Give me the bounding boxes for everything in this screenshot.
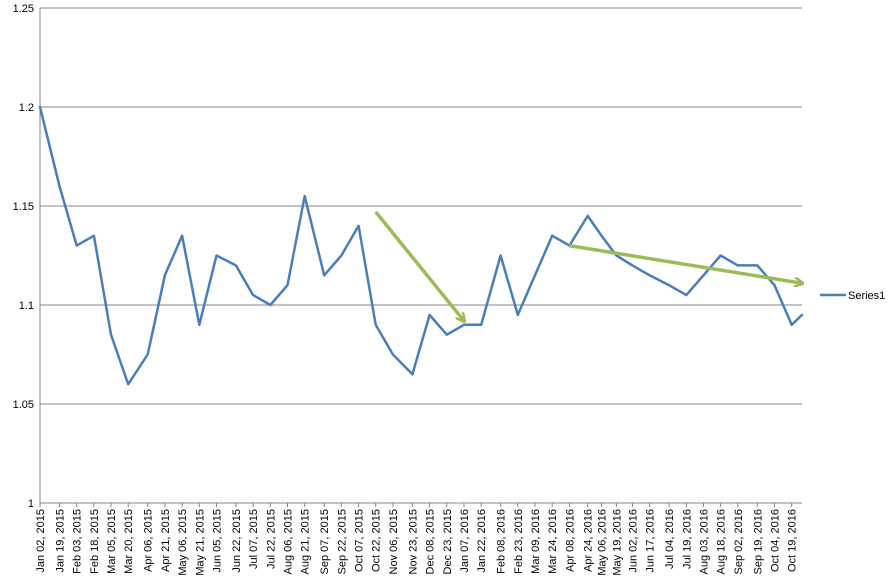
x-tick-label: Nov 23, 2015 — [407, 509, 419, 574]
x-tick-label: Jan 07, 2016 — [459, 509, 471, 573]
x-tick-label: Aug 21, 2015 — [300, 509, 312, 574]
x-tick-label: Mar 09, 2016 — [530, 509, 542, 574]
x-tick-label: Dec 23, 2015 — [442, 509, 454, 574]
x-tick-label: May 06, 2016 — [596, 509, 608, 576]
x-tick-label: Feb 23, 2016 — [513, 509, 525, 574]
x-tick-label: Feb 08, 2016 — [496, 509, 508, 574]
x-tick-label: May 06, 2015 — [177, 509, 189, 576]
x-tick-label: Jan 19, 2015 — [54, 509, 66, 573]
x-tick-label: May 21, 2015 — [194, 509, 206, 576]
x-tick-label: Jun 02, 2016 — [627, 509, 639, 573]
x-tick-label: Jan 02, 2015 — [35, 509, 47, 573]
x-tick-label: Oct 22, 2015 — [371, 509, 383, 572]
series-layer — [38, 105, 804, 386]
y-tick-label: 1 — [28, 498, 34, 510]
x-tick-label: Jun 05, 2015 — [211, 509, 223, 573]
x-tick-label: Sep 07, 2015 — [319, 509, 331, 574]
x-tick-label: Feb 18, 2015 — [89, 509, 101, 574]
x-tick-label: Oct 04, 2016 — [769, 509, 781, 572]
x-tick-label: Jul 04, 2016 — [664, 509, 676, 569]
x-tick-label: Feb 03, 2015 — [72, 509, 84, 574]
x-tick-label: Apr 21, 2015 — [160, 509, 172, 572]
trend-arrow-2 — [569, 243, 802, 284]
x-axis-tick-labels: Jan 02, 2015 Jan 19, 2015 Feb 03, 2015 Feb … — [35, 509, 799, 576]
axes — [39, 8, 802, 507]
y-tick-label: 1.05 — [13, 399, 34, 411]
x-tick-label: Jul 22, 2015 — [265, 509, 277, 569]
x-tick-label: Jul 07, 2015 — [248, 509, 260, 569]
x-tick-label: Jul 19, 2016 — [681, 509, 693, 569]
x-tick-label: Dec 08, 2015 — [425, 509, 437, 574]
x-tick-label: Apr 06, 2015 — [143, 509, 155, 572]
x-tick-label: Apr 08, 2016 — [564, 509, 576, 572]
gridlines — [40, 7, 802, 405]
x-tick-label: Jun 22, 2015 — [231, 509, 243, 573]
x-tick-label: Sep 22, 2015 — [336, 509, 348, 574]
x-tick-label: Nov 06, 2015 — [388, 509, 400, 574]
x-tick-label: Oct 07, 2015 — [354, 509, 366, 572]
x-tick-label: Mar 20, 2015 — [123, 509, 135, 574]
x-tick-label: Mar 24, 2016 — [547, 509, 559, 574]
y-tick-label: 1.25 — [13, 3, 34, 15]
x-tick-label: Sep 19, 2016 — [752, 509, 764, 574]
x-tick-label: Aug 03, 2016 — [698, 509, 710, 574]
legend-label-series1: Series1 — [848, 290, 885, 302]
x-tick-label: Jan 22, 2016 — [476, 509, 488, 573]
x-tick-label: Oct 19, 2016 — [787, 509, 799, 572]
x-tick-label: Apr 24, 2016 — [583, 509, 595, 572]
x-tick-label: Aug 18, 2016 — [716, 509, 728, 574]
x-tick-label: Mar 05, 2015 — [106, 509, 118, 574]
annotations — [374, 210, 802, 321]
legend: Series1 — [820, 290, 885, 302]
x-tick-label: Aug 06, 2015 — [283, 509, 295, 574]
series-line-series1 — [38, 105, 804, 386]
x-tick-label: Sep 02, 2016 — [733, 509, 745, 574]
trend-arrow-1 — [374, 210, 464, 321]
y-tick-label: 1.1 — [19, 300, 34, 312]
y-axis-tick-labels: 1 1.05 1.1 1.15 1.2 1.25 — [13, 3, 34, 510]
y-tick-label: 1.15 — [13, 201, 34, 213]
x-tick-label: May 19, 2016 — [611, 509, 623, 576]
y-tick-label: 1.2 — [19, 102, 34, 114]
x-tick-label: Jun 17, 2016 — [645, 509, 657, 573]
